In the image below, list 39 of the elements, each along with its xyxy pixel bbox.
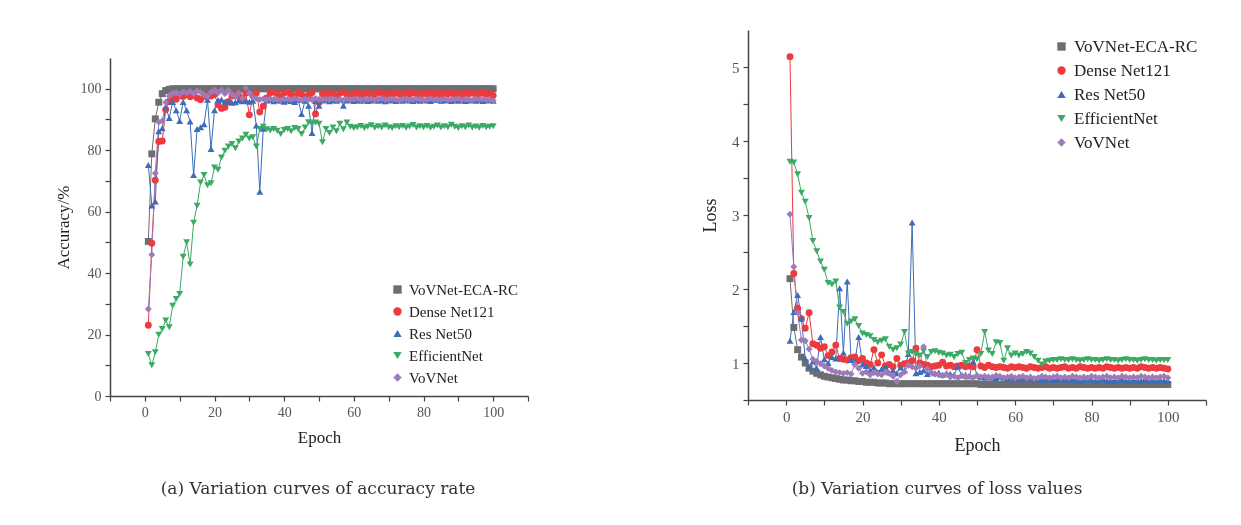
text: (a) Variation curves of accuracy rate bbox=[160, 478, 476, 498]
text: (b) Variation curves of loss values bbox=[791, 478, 1083, 498]
x-tick-label: 100 bbox=[483, 404, 505, 420]
y-axis-title: Loss bbox=[700, 198, 720, 233]
x-tick-label: 40 bbox=[277, 404, 292, 420]
x-tick-label: 20 bbox=[208, 404, 222, 420]
x-tick-label: 0 bbox=[141, 404, 149, 420]
y-tick-label: 20 bbox=[87, 327, 102, 343]
legend-label: VoVNet bbox=[1074, 132, 1130, 152]
y-tick-label: 40 bbox=[87, 265, 102, 281]
legend-label: Dense Net121 bbox=[409, 303, 495, 320]
y-tick-label: 4 bbox=[732, 133, 740, 150]
y-tick-label: 2 bbox=[732, 281, 740, 298]
x-tick-label: 80 bbox=[417, 404, 431, 420]
legend-label: EfficientNet bbox=[409, 347, 484, 364]
y-tick-label: 80 bbox=[87, 142, 102, 158]
x-tick-label: 100 bbox=[1157, 408, 1180, 425]
legend-label: VoVNet bbox=[409, 369, 459, 386]
y-axis-title: Accuracy/% bbox=[53, 185, 73, 270]
legend-label: VoVNet-ECA-RC bbox=[409, 281, 518, 298]
x-axis-title: Epoch bbox=[297, 427, 342, 447]
y-tick-label: 1 bbox=[732, 355, 740, 372]
y-tick-label: 5 bbox=[732, 59, 740, 76]
x-tick-label: 20 bbox=[855, 408, 871, 425]
x-tick-label: 40 bbox=[931, 408, 947, 425]
y-tick-label: 100 bbox=[80, 81, 102, 97]
legend-label: EfficientNet bbox=[1074, 108, 1158, 128]
x-tick-label: 0 bbox=[782, 408, 791, 425]
y-tick-label: 0 bbox=[94, 388, 102, 404]
legend-label: VoVNet-ECA-RC bbox=[1074, 36, 1198, 56]
x-tick-label: 60 bbox=[1008, 408, 1024, 425]
y-tick-label: 60 bbox=[87, 204, 102, 220]
x-axis-title: Epoch bbox=[954, 434, 1001, 455]
legend-label: Dense Net121 bbox=[1074, 60, 1171, 80]
x-tick-label: 60 bbox=[347, 404, 362, 420]
y-tick-label: 3 bbox=[732, 207, 740, 224]
x-tick-label: 80 bbox=[1084, 408, 1100, 425]
legend-label: Res Net50 bbox=[1074, 84, 1146, 104]
legend-label: Res Net50 bbox=[409, 325, 472, 342]
